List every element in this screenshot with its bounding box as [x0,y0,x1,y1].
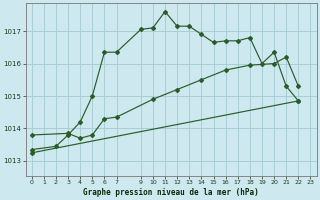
X-axis label: Graphe pression niveau de la mer (hPa): Graphe pression niveau de la mer (hPa) [83,188,259,197]
